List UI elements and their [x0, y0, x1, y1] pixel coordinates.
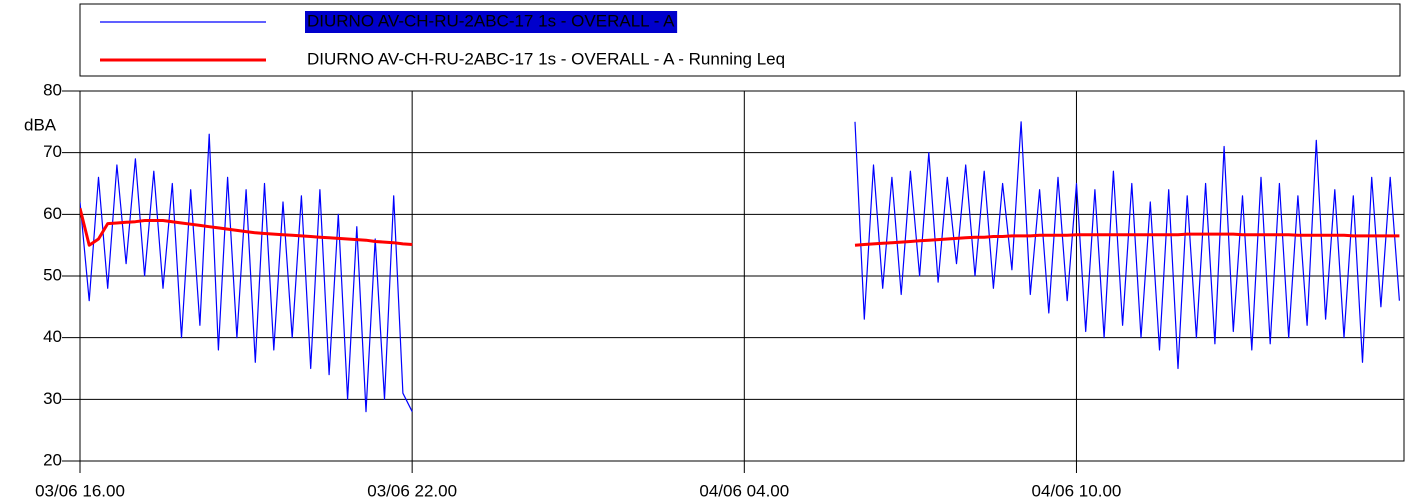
x-tick-label: 04/06 04.00 — [699, 481, 789, 500]
legend-label: DIURNO AV-CH-RU-2ABC-17 1s - OVERALL - A… — [307, 49, 785, 68]
legend-label: DIURNO AV-CH-RU-2ABC-17 1s - OVERALL - A — [307, 11, 675, 30]
y-tick-label: 60 — [43, 204, 62, 223]
y-axis-label: dBA — [24, 115, 57, 134]
y-tick-label: 50 — [43, 265, 62, 284]
x-tick-label: 03/06 16.00 — [35, 481, 125, 500]
x-tick-label: 04/06 10.00 — [1032, 481, 1122, 500]
y-tick-label: 30 — [43, 389, 62, 408]
y-tick-label: 80 — [43, 80, 62, 99]
legend-box — [79, 3, 1401, 77]
y-tick-label: 70 — [43, 142, 62, 161]
y-tick-label: 20 — [43, 450, 62, 469]
y-tick-label: 40 — [43, 327, 62, 346]
series-line — [80, 121, 1400, 413]
x-tick-label: 03/06 22.00 — [367, 481, 457, 500]
legend-highlight — [305, 11, 678, 33]
series-line — [80, 207, 1400, 247]
